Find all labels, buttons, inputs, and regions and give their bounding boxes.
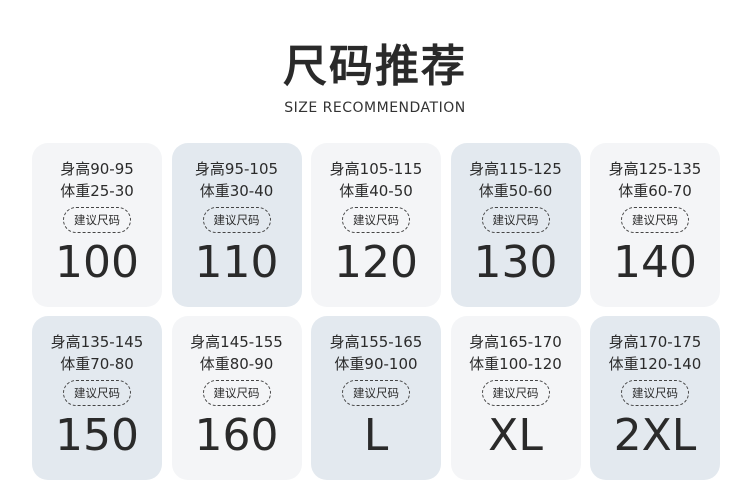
recommend-badge: 建议尺码 — [621, 207, 689, 233]
size-grid: 身高90-95 体重25-30 建议尺码 100 身高95-105 体重30-40 建议尺码… — [32, 143, 720, 480]
size-value: 100 — [55, 237, 139, 288]
recommend-badge: 建议尺码 — [621, 380, 689, 406]
recommend-badge: 建议尺码 — [481, 207, 550, 233]
recommend-badge: 建议尺码 — [342, 207, 410, 233]
height-range: 身高105-115 — [329, 160, 423, 178]
size-value: 110 — [194, 237, 279, 288]
size-card: 身高95-105 体重30-40 建议尺码 110 — [171, 143, 302, 307]
weight-range: 体重80-90 — [199, 355, 274, 373]
size-value: XL — [488, 410, 543, 461]
size-card: 身高170-175 体重120-140 建议尺码 2XL — [590, 316, 720, 480]
height-range: 身高115-125 — [469, 160, 562, 178]
size-card: 身高155-165 体重90-100 建议尺码 L — [311, 316, 441, 480]
size-card: 身高105-115 体重40-50 建议尺码 120 — [311, 143, 441, 307]
size-card: 身高90-95 体重25-30 建议尺码 100 — [32, 143, 162, 307]
size-card: 身高115-125 体重50-60 建议尺码 130 — [450, 143, 581, 307]
height-range: 身高165-170 — [469, 333, 562, 351]
size-value: L — [363, 410, 389, 461]
height-range: 身高90-95 — [60, 160, 134, 178]
size-card: 身高125-135 体重60-70 建议尺码 140 — [590, 143, 720, 307]
page-title: 尺码推荐 — [283, 41, 467, 92]
page-subtitle: SIZE RECOMMENDATION — [284, 100, 466, 116]
size-value: 2XL — [613, 410, 697, 461]
size-value: 160 — [194, 410, 279, 461]
recommend-badge: 建议尺码 — [202, 207, 271, 233]
recommend-badge: 建议尺码 — [202, 380, 271, 406]
weight-range: 体重70-80 — [60, 355, 134, 373]
height-range: 身高95-105 — [194, 160, 279, 178]
recommend-badge: 建议尺码 — [63, 380, 131, 406]
weight-range: 体重25-30 — [60, 182, 134, 200]
weight-range: 体重40-50 — [339, 182, 413, 200]
weight-range: 体重100-120 — [469, 355, 562, 373]
size-value: 120 — [334, 237, 418, 288]
size-value: 140 — [613, 237, 697, 288]
height-range: 身高135-145 — [50, 333, 144, 351]
recommend-badge: 建议尺码 — [63, 207, 131, 233]
height-range: 身高155-165 — [329, 333, 423, 351]
weight-range: 体重30-40 — [199, 182, 274, 200]
weight-range: 体重50-60 — [478, 182, 553, 200]
height-range: 身高170-175 — [608, 333, 702, 351]
size-card: 身高135-145 体重70-80 建议尺码 150 — [32, 316, 162, 480]
size-value: 150 — [55, 410, 139, 461]
weight-range: 体重90-100 — [334, 355, 418, 373]
weight-range: 体重60-70 — [618, 182, 692, 200]
height-range: 身高125-135 — [608, 160, 702, 178]
size-card: 身高165-170 体重100-120 建议尺码 XL — [450, 316, 581, 480]
size-value: 130 — [473, 237, 558, 288]
recommend-badge: 建议尺码 — [342, 380, 410, 406]
recommend-badge: 建议尺码 — [481, 380, 550, 406]
weight-range: 体重120-140 — [608, 355, 702, 373]
size-card: 身高145-155 体重80-90 建议尺码 160 — [171, 316, 302, 480]
height-range: 身高145-155 — [190, 333, 283, 351]
